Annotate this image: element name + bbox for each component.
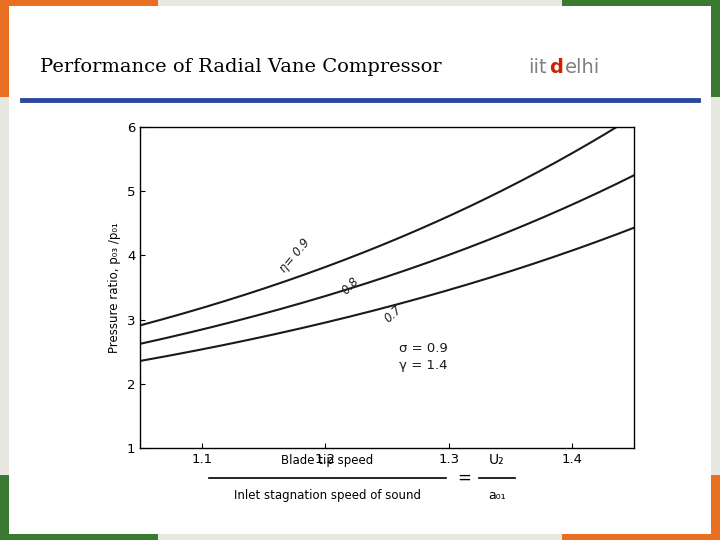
- Text: 0.8: 0.8: [339, 275, 361, 298]
- Text: elhi: elhi: [564, 58, 600, 77]
- Text: γ = 1.4: γ = 1.4: [400, 360, 448, 373]
- Text: Blade tip speed: Blade tip speed: [282, 454, 374, 467]
- Text: U₂: U₂: [489, 453, 505, 467]
- Text: iit: iit: [528, 58, 547, 77]
- Text: σ = 0.9: σ = 0.9: [400, 342, 448, 355]
- Text: a₀₁: a₀₁: [488, 489, 505, 502]
- Text: η= 0.9: η= 0.9: [276, 236, 312, 275]
- Text: Performance of Radial Vane Compressor: Performance of Radial Vane Compressor: [40, 58, 441, 77]
- Text: d: d: [549, 58, 562, 77]
- Text: =: =: [457, 469, 472, 487]
- Text: Inlet stagnation speed of sound: Inlet stagnation speed of sound: [234, 489, 421, 502]
- Text: 0.7: 0.7: [382, 303, 405, 326]
- Y-axis label: Pressure ratio, p₀₃ /p₀₁: Pressure ratio, p₀₃ /p₀₁: [109, 222, 122, 353]
